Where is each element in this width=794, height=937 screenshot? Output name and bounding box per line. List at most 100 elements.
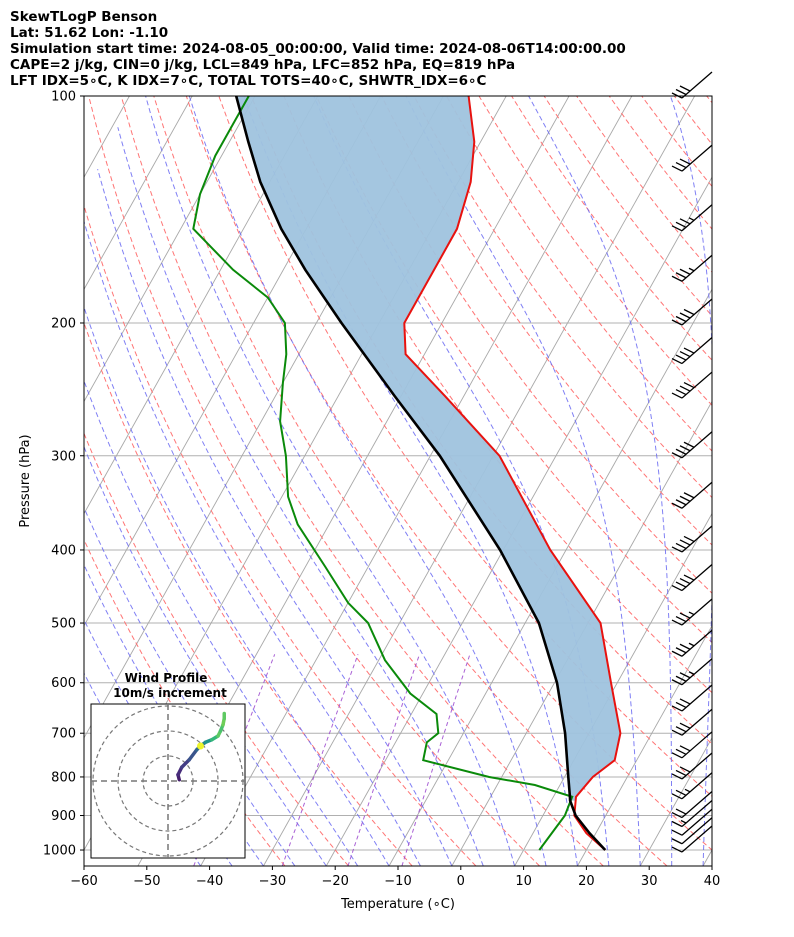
y-tick-label: 1000	[43, 844, 76, 859]
y-tick-label: 400	[51, 543, 76, 558]
moist-adiabat-line	[97, 168, 453, 866]
barb-flag-full	[683, 492, 695, 499]
dry-adiabat-line	[84, 432, 349, 866]
barb-flag-full	[683, 535, 695, 543]
isotherm-line	[577, 624, 712, 866]
y-tick-label: 900	[51, 809, 76, 824]
barb-flag-full	[671, 619, 683, 626]
barb-staff	[681, 254, 713, 282]
wind-barb	[671, 525, 713, 553]
moist-adiabat-line	[145, 96, 516, 866]
x-tick-label: 30	[641, 874, 658, 889]
dry-adiabat-line	[84, 321, 413, 866]
barb-flag-full	[671, 165, 683, 172]
barb-staff	[681, 598, 713, 626]
moist-adiabat-line	[528, 96, 673, 866]
barb-flag-full	[679, 766, 691, 773]
cape-shading	[236, 96, 621, 801]
barb-flag-full	[671, 452, 683, 459]
hodograph-plot	[91, 704, 245, 858]
barb-flag-full	[675, 88, 687, 96]
wind-barb	[671, 731, 713, 759]
y-tick-label: 700	[51, 727, 76, 742]
wind-barb	[671, 431, 713, 459]
barb-staff	[681, 684, 713, 712]
wind-barb	[671, 598, 713, 626]
y-axis-label: Pressure (hPa)	[18, 434, 33, 527]
barb-flag-full	[679, 312, 691, 319]
parcel-profile	[234, 96, 607, 851]
barb-flag-half	[688, 671, 695, 675]
isotherm-line	[388, 288, 712, 866]
wind-barb	[671, 204, 713, 232]
mixing-ratio-line	[347, 654, 420, 866]
wind-barb	[671, 658, 713, 686]
barb-flag-full	[671, 392, 683, 399]
hodograph-segment	[180, 758, 191, 769]
moist-adiabat-line	[313, 96, 610, 866]
barb-flag-full	[671, 679, 683, 686]
wind-barb	[671, 800, 713, 828]
x-tick-label: −60	[70, 874, 97, 889]
x-tick-label: 20	[578, 874, 595, 889]
barb-flag-full	[683, 347, 695, 354]
barb-flag-full	[671, 502, 683, 509]
moist-adiabat-line	[84, 219, 421, 866]
moist-adiabat-line	[405, 96, 641, 866]
barb-flag-full	[675, 726, 687, 733]
barb-staff	[681, 629, 713, 657]
wind-barb	[671, 708, 713, 736]
barb-flag-full	[671, 793, 683, 800]
barb-staff	[681, 144, 713, 172]
barb-staff	[681, 371, 713, 399]
barb-flag-full	[675, 448, 687, 455]
barb-flag-full	[671, 773, 683, 780]
barb-flag-full	[671, 225, 683, 232]
isotherm-line	[84, 96, 193, 291]
barb-flag-full	[671, 829, 683, 836]
isotherm-line	[325, 176, 712, 866]
barb-flag-full	[679, 85, 691, 92]
barb-flag-full	[671, 275, 683, 282]
barb-staff	[681, 204, 713, 232]
barb-flag-full	[675, 748, 687, 755]
barb-staff	[681, 564, 713, 592]
barb-flag-full	[671, 752, 683, 759]
barb-flag-full	[675, 542, 687, 550]
wind-barb	[671, 371, 713, 399]
x-tick-label: −30	[259, 874, 286, 889]
barb-flag-full	[679, 268, 691, 275]
barb-staff	[681, 337, 713, 365]
x-tick-label: −50	[133, 874, 160, 889]
wind-barb	[671, 629, 713, 657]
barb-staff	[681, 791, 713, 819]
dry-adiabat-line	[283, 96, 712, 694]
wind-barb	[671, 825, 713, 853]
x-axis-label: Temperature (∘C)	[340, 897, 455, 912]
barb-flag-full	[679, 158, 691, 165]
barb-flag-full	[679, 350, 691, 358]
moist-adiabat-line	[117, 127, 484, 866]
barb-staff	[681, 525, 713, 553]
wind-barb	[671, 481, 713, 509]
index-label: LFT IDX=5∘C, K IDX=7∘C, TOTAL TOTS=40∘C,…	[10, 73, 487, 89]
cape-label: CAPE=2 j/kg, CIN=0 j/kg, LCL=849 hPa, LF…	[10, 57, 516, 73]
barb-staff	[681, 298, 713, 326]
barb-flag-full	[671, 357, 683, 365]
barb-flag-full	[679, 539, 691, 546]
barb-flag-full	[675, 315, 687, 323]
barb-staff	[681, 481, 713, 509]
dry-adiabat-line	[84, 204, 477, 866]
hodograph-subtitle: 10m/s increment	[113, 686, 227, 700]
wind-barb	[671, 772, 713, 800]
isotherm-line	[702, 849, 712, 866]
barb-flag-half	[688, 611, 695, 616]
wind-barb	[671, 684, 713, 712]
barb-flag-full	[675, 701, 687, 709]
temperature-profile	[403, 96, 622, 851]
barb-staff	[681, 817, 713, 845]
barb-flag-full	[679, 495, 691, 502]
y-tick-label: 600	[51, 676, 76, 691]
x-tick-label: 40	[704, 874, 721, 889]
